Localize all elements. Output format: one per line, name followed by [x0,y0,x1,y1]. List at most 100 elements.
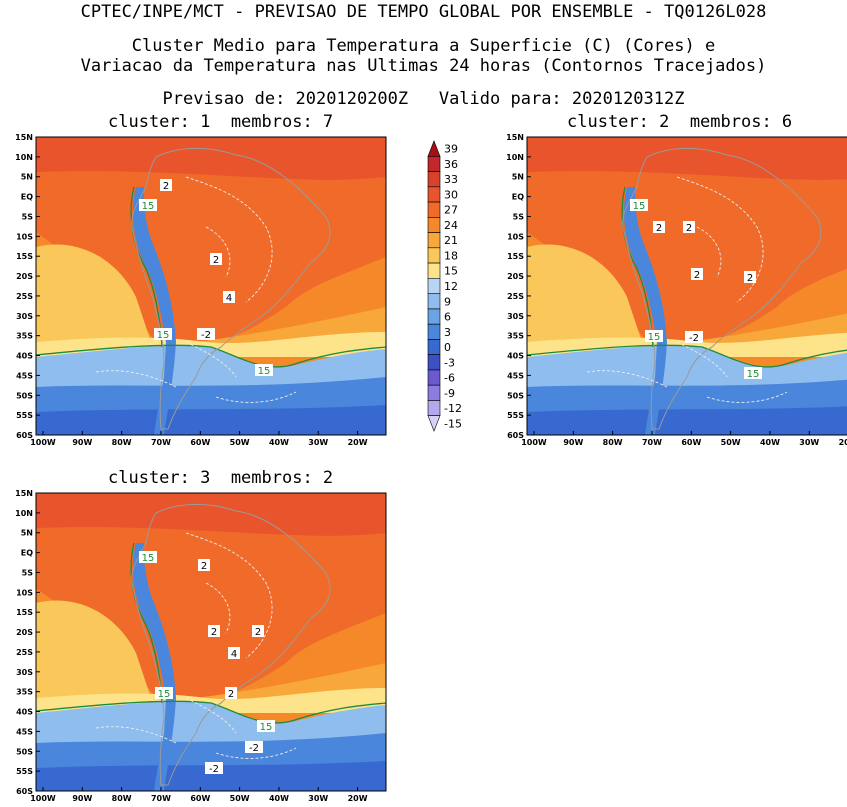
header-line-4: Previsao de: 2020120200Z Valido para: 20… [162,89,685,109]
lat-label: 20S [507,272,524,281]
contour-label: -2 [209,764,219,775]
colorbar-swatch [427,308,441,325]
lat-label: 35S [507,332,524,341]
panel-1-title: cluster: 1 membros: 7 [108,112,334,132]
dashed-contour [185,341,237,378]
contour-label-box [653,221,665,233]
lon-label: 90W [72,438,92,447]
lat-label: 10S [16,588,33,597]
contour-label-box [139,199,157,211]
lat-label: 60S [507,431,524,440]
contour-label-box [205,762,223,774]
hot-zone [36,493,386,536]
colorbar-swatch [427,247,441,264]
colorbar-label: 0 [444,341,451,354]
contour-label: 2 [228,689,234,700]
contour-label-box [257,720,275,732]
contour-label-box [255,364,273,376]
colorbar-label: -12 [444,402,462,415]
lat-label: 55S [16,767,33,776]
contour-label: 15 [142,553,155,564]
dashed-contour [185,697,237,734]
contour-label: 15 [633,201,646,212]
lat-label: 25S [507,292,524,301]
hot-zone [36,137,386,180]
hot-zone [527,137,847,180]
contour-label: 15 [260,722,273,733]
lat-label: 10S [507,232,524,241]
colorbar-label: -15 [444,417,462,430]
colorbar-label: 39 [444,143,458,156]
lon-label: 100W [30,438,56,447]
lon-label: 40W [269,794,289,803]
lat-label: 5S [22,568,34,577]
lat-label: 5N [21,173,33,182]
lat-label: 25S [16,648,33,657]
lat-label: 35S [16,332,33,341]
lat-label: 30S [16,668,33,677]
contour-label: -2 [249,743,259,754]
colorbar-swatch [427,293,441,310]
colorbar-swatch [427,354,441,371]
colorbar-label: 24 [444,219,458,232]
map-panel-cluster-2: 15 2 2 2 2 15 -2 15 15N 10N 5N EQ 5S 10S 15S 20S 25S 30S 3… [491,131,847,451]
contour-label-box [223,291,235,303]
lat-label: EQ [512,193,524,202]
contour-label: 4 [231,649,237,660]
dashed-contour [205,582,231,634]
coastline-south-america [131,504,331,786]
dashed-contour [676,341,728,378]
lat-label: 5S [22,212,34,221]
lat-label: 15S [507,252,524,261]
contour-label: -2 [201,330,211,341]
lat-label: 15N [15,489,33,498]
lat-label: 10N [15,153,33,162]
lon-label: 50W [230,794,250,803]
lon-label: 50W [230,438,250,447]
contour-15-andes [130,542,163,704]
lat-label: 50S [16,391,33,400]
colorbar-swatch [427,278,441,294]
contour-15 [526,344,847,368]
lon-label: 100W [521,438,547,447]
dashed-contour [215,391,297,403]
lat-label: 5N [21,529,33,538]
contour-label: 15 [142,201,155,212]
lon-label: 80W [112,438,132,447]
colorbar: 39 36 33 30 27 24 21 18 15 12 9 6 3 0 -3 -6 -9 -12 -15 [420,131,470,443]
colorbar-label: 15 [444,265,458,278]
contour-label-box [198,559,210,571]
lon-label: 70W [151,794,171,803]
lat-label: 15N [506,133,524,142]
lon-label: 70W [151,438,171,447]
lat-label: 5S [513,212,525,221]
contour-label-box [225,687,237,699]
lon-label: 30W [308,438,328,447]
yellow-zone [36,244,151,347]
header-line-1: CPTEC/INPE/MCT - PREVISAO DE TEMPO GLOBA… [80,2,767,22]
colorbar-swatch [427,384,441,401]
colorbar-swatch [427,369,441,386]
contour-label: 2 [694,270,700,281]
contour-label: 2 [656,223,662,234]
header-line-3: Variacao da Temperatura nas Ultimas 24 h… [80,56,767,76]
lat-label: 40S [16,708,33,717]
colorbar-swatch [427,400,441,417]
contour-label-box [744,271,756,283]
lon-label: 40W [760,438,780,447]
lat-label: 45S [16,727,33,736]
lon-label: 50W [721,438,741,447]
yellow-zone [527,244,642,347]
dashed-contour [185,532,273,659]
colorbar-label: 6 [444,311,451,324]
lon-label: 90W [72,794,92,803]
colorbar-swatch [427,323,441,340]
lon-label: 90W [563,438,583,447]
panel-2-title: cluster: 2 membros: 6 [567,112,793,132]
colorbar-swatch [427,171,441,188]
lat-label: 15S [16,252,33,261]
contour-label: 15 [157,330,170,341]
contour-label: 2 [211,627,217,638]
colorbar-swatch [427,201,441,218]
lat-label: 55S [507,411,524,420]
